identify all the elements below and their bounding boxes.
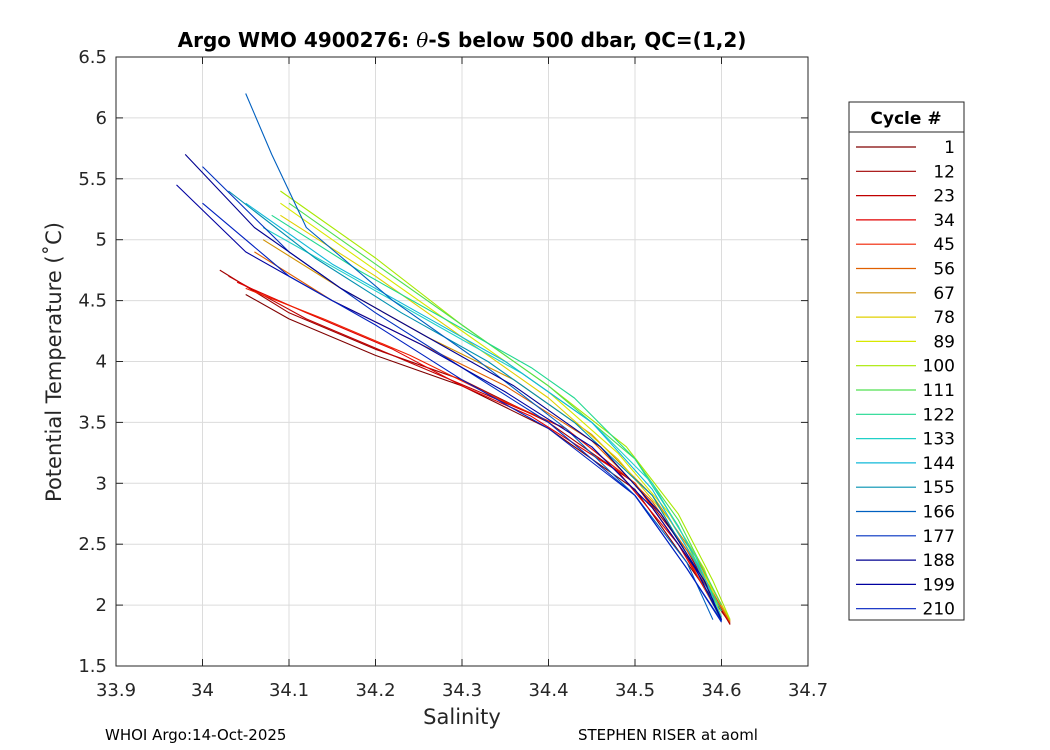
x-tick-label: 34.5	[615, 680, 655, 701]
y-tick-label: 2	[96, 595, 107, 616]
legend-label-89: 89	[933, 332, 955, 352]
series-line-cycle-111	[288, 202, 722, 606]
x-axis-label: Salinity	[423, 705, 501, 729]
series-line-cycle-166	[245, 93, 714, 620]
legend-label-133: 133	[923, 430, 955, 450]
legend-entries: 1 12 23 34 45 56 67 78 89 100 111 122 133 144 155 166 17…	[856, 138, 955, 620]
x-tick-label: 33.9	[96, 680, 136, 701]
y-tick-label: 4.5	[78, 291, 107, 312]
x-tick-label: 34.3	[442, 680, 482, 701]
legend-label-199: 199	[923, 575, 955, 595]
legend-label-144: 144	[923, 454, 955, 474]
legend-box	[848, 101, 965, 621]
y-tick-label: 5	[96, 230, 107, 251]
legend-label-67: 67	[933, 284, 955, 304]
y-tick-label: 1.5	[78, 656, 107, 677]
series-line-cycle-100	[280, 190, 731, 620]
y-tick-label: 6	[96, 108, 107, 129]
y-tick-label: 6.5	[78, 47, 107, 68]
legend-label-155: 155	[923, 478, 955, 498]
series-line-cycle-199	[176, 184, 722, 620]
y-tick-label: 5.5	[78, 169, 107, 190]
legend-label-210: 210	[923, 600, 955, 620]
legend-label-45: 45	[933, 235, 955, 255]
legend-label-12: 12	[933, 162, 955, 182]
x-tick-label: 34	[191, 680, 214, 701]
y-tick-labels: 1.5 2 2.5 3 3.5 4 4.5 5 5.5 6 6.5	[78, 47, 107, 677]
x-tick-label: 34.2	[355, 680, 395, 701]
y-tick-label: 3	[96, 473, 107, 494]
legend-label-188: 188	[923, 551, 955, 571]
footer-left: WHOI Argo:14-Oct-2025	[105, 726, 286, 744]
legend-label-166: 166	[923, 503, 955, 523]
legend-label-23: 23	[933, 187, 955, 207]
series-line-cycle-188	[184, 154, 723, 620]
legend-label-111: 111	[923, 381, 955, 401]
x-tick-label: 34.7	[788, 680, 828, 701]
legend-label-56: 56	[933, 260, 955, 280]
y-axis-label: Potential Temperature (˚C)	[42, 222, 66, 502]
y-tick-label: 4	[96, 352, 107, 373]
chart-title: Argo WMO 4900276: θ-S below 500 dbar, QC…	[178, 28, 747, 52]
legend-label-122: 122	[923, 405, 955, 425]
series-line-cycle-210	[202, 202, 722, 623]
legend-label-1: 1	[944, 138, 955, 158]
x-tick-label: 34.1	[269, 680, 309, 701]
y-tick-label: 3.5	[78, 412, 107, 433]
legend-label-34: 34	[933, 211, 955, 231]
tick-marks	[115, 56, 809, 667]
series-line-cycle-34	[236, 281, 722, 618]
legend-label-78: 78	[933, 308, 955, 328]
legend: Cycle # 1 12 23 34 45 56 67 78 89 100 111 122 133 144…	[848, 101, 965, 621]
x-tick-label: 34.6	[701, 680, 741, 701]
x-tick-labels: 33.9 34 34.1 34.2 34.3 34.4 34.5 34.6 34.7	[96, 680, 828, 701]
y-tick-label: 2.5	[78, 534, 107, 555]
series-line-cycle-1	[245, 294, 731, 624]
series-line-cycle-144	[245, 202, 723, 620]
series-lines	[176, 93, 731, 625]
x-tick-label: 34.4	[528, 680, 568, 701]
legend-label-177: 177	[923, 527, 955, 547]
legend-label-100: 100	[923, 357, 955, 377]
grid	[115, 56, 809, 667]
footer-right: STEPHEN RISER at aoml	[578, 726, 758, 744]
legend-title: Cycle #	[870, 109, 941, 129]
